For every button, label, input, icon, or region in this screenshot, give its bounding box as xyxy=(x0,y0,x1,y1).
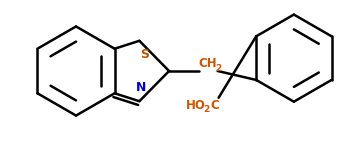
Text: HO: HO xyxy=(186,99,206,112)
Text: N: N xyxy=(136,81,147,94)
Text: 2: 2 xyxy=(216,63,222,73)
Text: S: S xyxy=(140,48,149,61)
Text: 2: 2 xyxy=(204,105,210,114)
Text: C: C xyxy=(211,99,219,112)
Text: CH: CH xyxy=(199,57,217,70)
